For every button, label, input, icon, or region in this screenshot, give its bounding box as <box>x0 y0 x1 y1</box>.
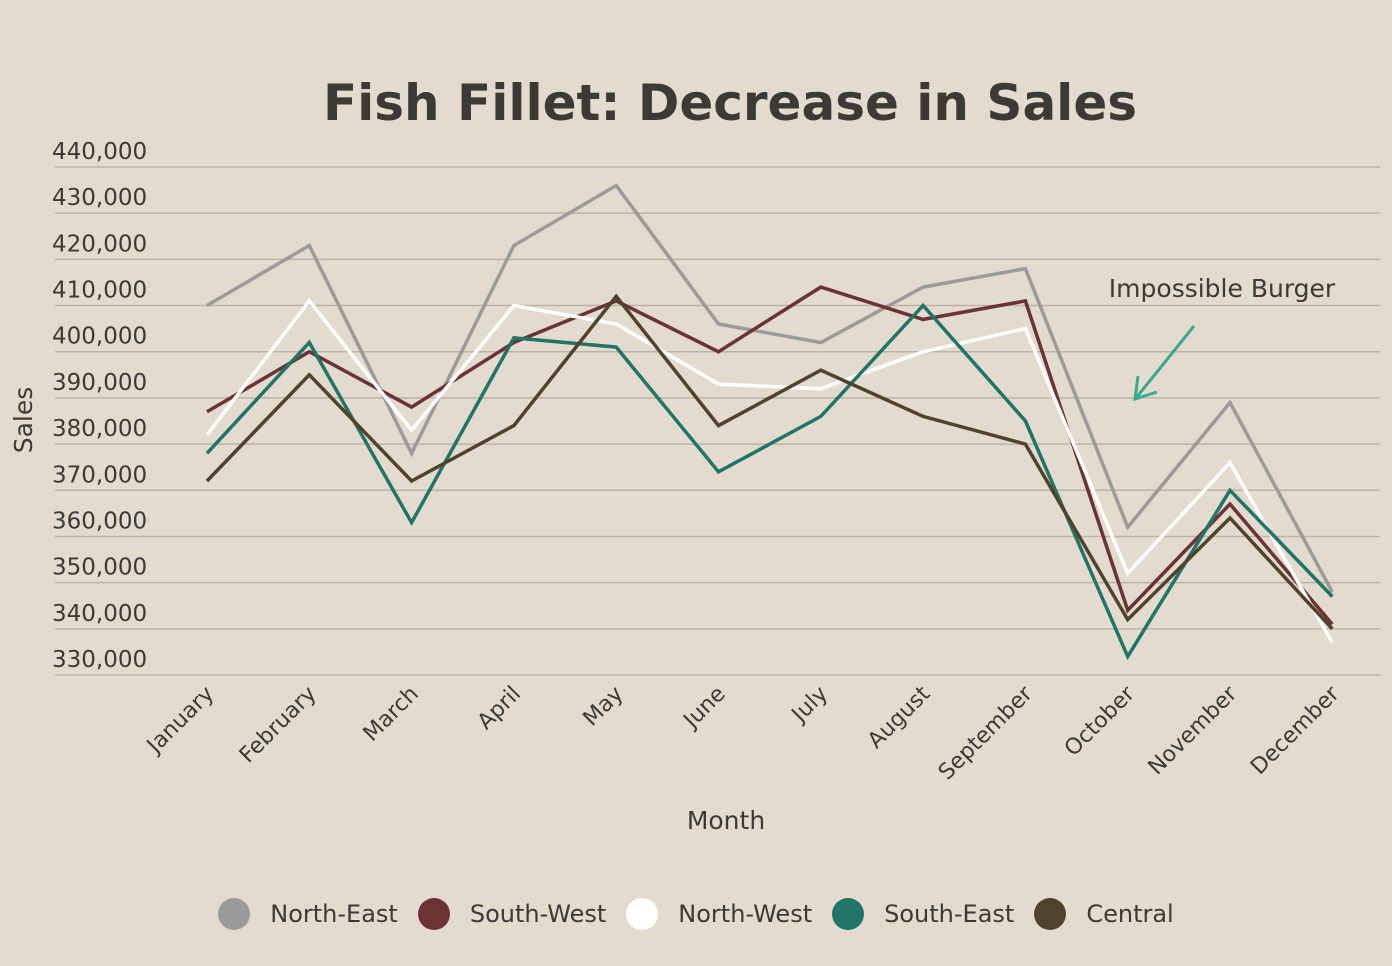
x-tick-label: August <box>863 681 935 753</box>
series-line-south-east <box>205 302 1334 661</box>
x-tick-label: May <box>579 682 629 732</box>
series-line-central <box>205 293 1334 630</box>
legend-label: South-West <box>469 900 607 928</box>
annotation-text: Impossible Burger <box>1109 274 1336 303</box>
y-tick-label: 440,000 <box>52 139 147 165</box>
legend-swatch <box>218 898 251 930</box>
annotation: Impossible Burger <box>1109 274 1336 402</box>
x-tick-label: September <box>934 681 1038 785</box>
legend-swatch <box>1034 898 1067 930</box>
x-axis-ticks: January February March April May June July Augu… <box>141 681 1345 785</box>
y-tick-label: 430,000 <box>52 185 147 211</box>
legend: North-East South-West North-West South-East… <box>0 892 1392 936</box>
legend-item: North-West <box>626 898 812 930</box>
y-tick-label: 370,000 <box>52 462 147 488</box>
y-tick-label: 400,000 <box>52 324 147 350</box>
legend-item: North-East <box>218 898 398 930</box>
gridlines <box>55 166 1380 676</box>
legend-label: Central <box>1086 900 1174 928</box>
x-tick-label: July <box>786 682 833 729</box>
y-axis-ticks: 330,000 340,000 350,000 360,000 370,000 380,0… <box>52 139 147 673</box>
y-tick-label: 390,000 <box>52 370 147 396</box>
x-tick-label: December <box>1246 681 1345 780</box>
legend-swatch <box>832 898 865 930</box>
series-lines <box>205 183 1334 661</box>
x-axis-label: Month <box>687 806 765 835</box>
x-tick-label: April <box>473 682 526 735</box>
y-tick-label: 330,000 <box>52 647 147 673</box>
legend-swatch <box>417 898 450 930</box>
x-tick-label: January <box>141 682 219 760</box>
y-tick-label: 360,000 <box>52 508 147 534</box>
x-tick-label: June <box>678 682 731 735</box>
legend-label: North-West <box>678 900 813 928</box>
y-tick-label: 340,000 <box>52 601 147 627</box>
chart-title: Fish Fillet: Decrease in Sales <box>323 74 1137 132</box>
y-tick-label: 380,000 <box>52 416 147 442</box>
x-tick-label: November <box>1144 681 1243 780</box>
y-tick-label: 350,000 <box>52 555 147 581</box>
series-line-north-east <box>206 183 1334 593</box>
y-tick-label: 410,000 <box>52 278 147 304</box>
x-tick-label: March <box>359 682 424 747</box>
series-line-north-west <box>205 298 1334 644</box>
legend-item: Central <box>1034 898 1174 930</box>
annotation-arrow-icon <box>1133 325 1196 402</box>
series-line-south-west <box>206 285 1334 626</box>
legend-label: North-East <box>270 900 398 928</box>
legend-item: South-East <box>832 898 1014 930</box>
y-tick-label: 420,000 <box>52 231 147 257</box>
legend-swatch <box>626 898 659 930</box>
x-tick-label: February <box>235 682 322 769</box>
legend-item: South-West <box>417 898 607 930</box>
legend-label: South-East <box>884 900 1015 928</box>
x-tick-label: October <box>1060 681 1141 762</box>
y-axis-label: Sales <box>9 387 38 454</box>
